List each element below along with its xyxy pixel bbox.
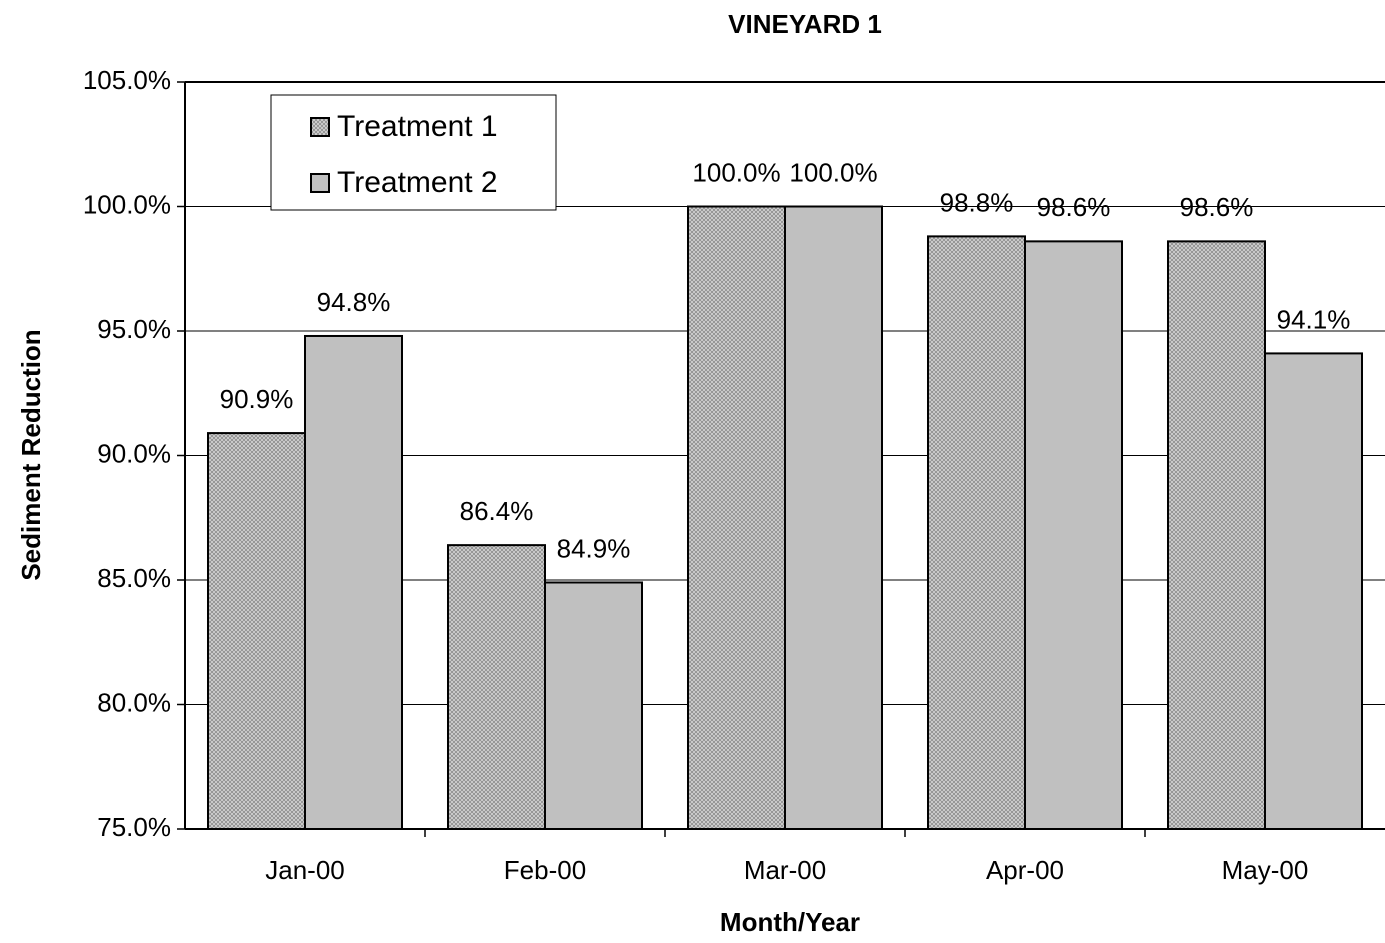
bar [304,334,403,830]
data-label: 100.0% [692,157,780,187]
chart-title: VINEYARD 1 [728,9,882,39]
bar [1167,240,1266,831]
bar [207,432,306,830]
legend-swatch [310,117,330,137]
x-tick-label: Apr-00 [986,855,1064,885]
bar [784,205,883,830]
y-tick-label: 75.0% [97,812,171,842]
bar [1264,352,1363,830]
data-label: 86.4% [460,496,534,526]
legend-label: Treatment 2 [337,166,498,199]
data-label: 90.9% [220,384,294,414]
x-tick-label: Jan-00 [265,855,345,885]
bar [927,235,1026,830]
bar [687,205,786,830]
y-tick-label: 95.0% [97,314,171,344]
data-label: 84.9% [557,533,631,563]
y-tick-label: 90.0% [97,438,171,468]
x-axis-label: Month/Year [720,907,860,937]
x-tick-label: May-00 [1222,855,1309,885]
bar [1024,240,1123,831]
data-label: 100.0% [789,157,877,187]
data-label: 98.6% [1180,192,1254,222]
bar [544,581,643,830]
bar [447,544,546,830]
y-tick-label: 105.0% [83,65,171,95]
legend-swatch [310,173,330,193]
data-label: 98.6% [1037,192,1111,222]
data-label: 94.1% [1277,304,1351,334]
legend-label: Treatment 1 [337,110,498,143]
y-tick-label: 100.0% [83,189,171,219]
y-tick-label: 85.0% [97,563,171,593]
x-tick-label: Mar-00 [744,855,826,885]
y-tick-label: 80.0% [97,687,171,717]
data-label: 94.8% [317,287,391,317]
y-axis-label: Sediment Reduction [16,329,46,580]
x-tick-label: Feb-00 [504,855,586,885]
data-label: 98.8% [940,187,1014,217]
